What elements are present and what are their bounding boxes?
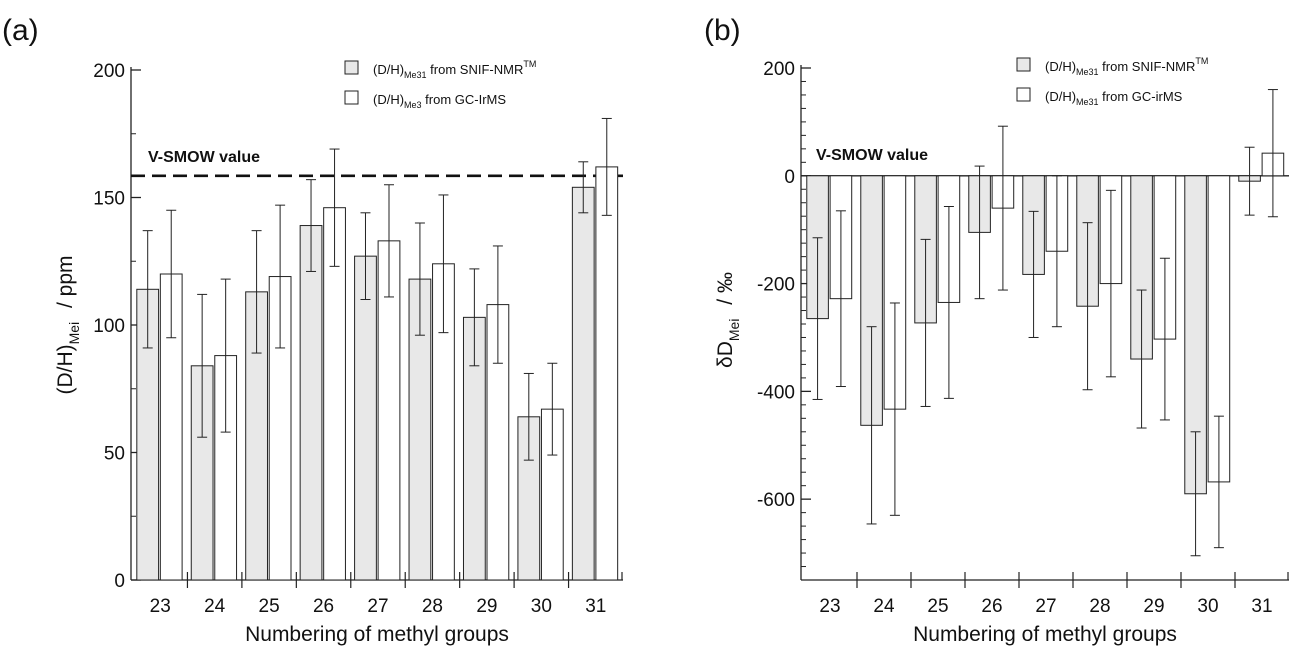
reference-line-label: V-SMOW value [148,149,260,166]
chart-panel-b: (b) 200 0 -200 -400 -600 V-SMOW value 23 24 25 26 2… [704,14,1289,646]
x-tick-label: 30 [1197,596,1218,617]
y-tick-label: -600 [757,490,795,511]
y-tick-label: -400 [757,382,795,403]
legend-entry: (D/H)Me31 from GC-irMS [1045,89,1183,107]
y-tick-label: -200 [757,275,795,296]
bar-31-gc-irms [595,166,619,581]
x-tick-label: 27 [1035,596,1056,617]
y-tick-label: 200 [93,61,125,82]
x-tick-label: 25 [927,596,948,617]
x-tick-label: 29 [476,596,497,617]
y-tick-label: 100 [93,316,125,337]
legend-swatch [344,90,359,105]
legend-entry: (D/H)Me3 from GC-IrMS [373,92,506,110]
legend-swatch [1016,57,1031,72]
x-axis-title: Numbering of methyl groups [245,623,509,646]
x-tick-label: 24 [873,596,895,617]
x-tick-label: 29 [1143,596,1164,617]
y-tick-label: 50 [104,444,125,465]
y-tick-label: 200 [763,59,795,80]
x-tick-label: 31 [1251,596,1272,617]
legend-swatch [1016,87,1031,102]
bar-31-snif-nmr [571,186,595,581]
y-axis-title: δDMei / ‰ [714,272,742,368]
legend-swatch [344,60,359,75]
x-tick-label: 28 [422,596,443,617]
y-tick-label: 0 [114,571,125,592]
x-tick-label: 23 [819,596,840,617]
y-tick-label: 0 [784,167,795,188]
y-tick-label: 150 [93,189,125,210]
x-tick-label: 23 [150,596,171,617]
x-tick-label: 27 [367,596,388,617]
legend-entry: (D/H)Me31 from SNIF-NMRTM [1045,56,1208,77]
chart-panel-a: (a) 0 50 100 150 200 V-SMOW value 23 24 25 26 27 28 2… [2,14,623,646]
x-axis-title: Numbering of methyl groups [913,623,1177,646]
x-tick-label: 28 [1089,596,1110,617]
panel-label: (a) [2,14,39,47]
x-tick-label: 31 [585,596,606,617]
reference-line-label: V-SMOW value [816,147,928,164]
y-axis-title: (D/H)Mei / ppm [54,255,82,394]
x-tick-label: 30 [531,596,552,617]
x-tick-label: 25 [259,596,280,617]
legend-entry: (D/H)Me31 from SNIF-NMRTM [373,59,536,80]
x-tick-label: 24 [204,596,226,617]
x-tick-label: 26 [981,596,1002,617]
x-tick-label: 26 [313,596,334,617]
bar-27-snif-nmr [354,255,377,581]
panel-label: (b) [704,14,741,47]
bar-26-snif-nmr [299,225,323,581]
